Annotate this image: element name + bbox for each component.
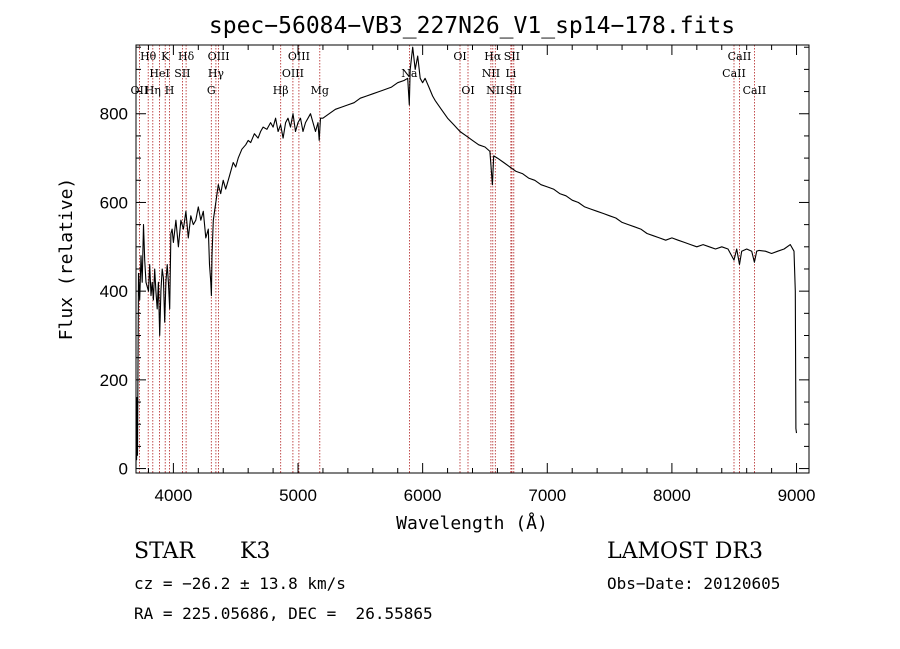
line-label: CaII — [722, 67, 746, 80]
x-tick-label: 8000 — [653, 486, 691, 505]
line-label: OI — [461, 84, 474, 97]
line-label: SII — [504, 50, 520, 63]
line-label: SII — [174, 67, 190, 80]
line-label: G — [207, 84, 216, 97]
object-subclass: K3 — [240, 539, 271, 564]
x-axis-label: Wavelength (Å) — [396, 512, 548, 534]
y-axis-label: Flux (relative) — [56, 178, 77, 341]
line-label: OIII — [282, 67, 304, 80]
line-label: SII — [506, 84, 522, 97]
observation-date: Obs−Date: 20120605 — [607, 574, 781, 593]
y-tick-label: 800 — [100, 105, 128, 124]
line-label: Hδ — [178, 50, 195, 63]
line-label: Hη — [145, 84, 161, 97]
x-tick-label: 6000 — [404, 486, 442, 505]
line-label: Hγ — [208, 67, 225, 80]
x-axis: 4000 5000 6000 7000 8000 9000 — [147, 45, 816, 505]
line-label: OIII — [208, 50, 230, 63]
y-tick-label: 200 — [100, 371, 128, 390]
line-label: HeI — [149, 67, 169, 80]
line-label: OI — [453, 50, 466, 63]
line-label: NII — [486, 84, 504, 97]
line-label: Hα — [484, 50, 502, 63]
line-label: K — [161, 50, 170, 63]
x-tick-label: 7000 — [528, 486, 566, 505]
line-label: CaII — [728, 50, 752, 63]
chart-title: spec−56084−VB3_227N26_V1_sp14−178.fits — [209, 13, 735, 39]
y-tick-label: 0 — [119, 460, 128, 479]
object-class: STAR — [134, 539, 195, 564]
line-label: Li — [505, 67, 516, 80]
y-axis: 0 200 400 600 800 — [100, 46, 809, 479]
y-tick-label: 400 — [100, 282, 128, 301]
line-label: Mg — [311, 84, 329, 97]
spectrum-line — [135, 46, 798, 469]
line-label: Hθ — [140, 50, 157, 63]
line-label: NII — [482, 67, 500, 80]
line-label: OII — [131, 84, 149, 97]
y-tick-label: 600 — [100, 194, 128, 213]
x-tick-label: 5000 — [279, 486, 317, 505]
line-label: OIII — [288, 50, 310, 63]
survey-name: LAMOST DR3 — [607, 539, 763, 564]
redshift-readout: cz = −26.2 ± 13.8 km/s — [134, 574, 346, 593]
emission-line-labels: OIIHθHηHeIKHSIIHδGHγOIIIHβOIIIOIIIMgNaOI… — [131, 50, 767, 97]
x-tick-label: 4000 — [154, 486, 192, 505]
sky-coordinates: RA = 225.05686, DEC = 26.55865 — [134, 604, 433, 623]
plot-frame — [135, 44, 810, 474]
line-label: H — [165, 84, 175, 97]
x-tick-label: 9000 — [778, 486, 816, 505]
line-label: CaII — [743, 84, 767, 97]
line-label: Hβ — [273, 84, 289, 97]
emission-line-markers — [138, 45, 755, 473]
